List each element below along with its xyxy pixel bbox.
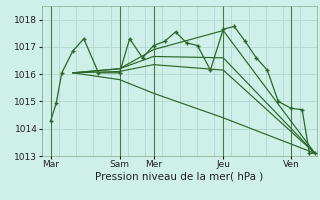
- X-axis label: Pression niveau de la mer( hPa ): Pression niveau de la mer( hPa ): [95, 172, 263, 182]
